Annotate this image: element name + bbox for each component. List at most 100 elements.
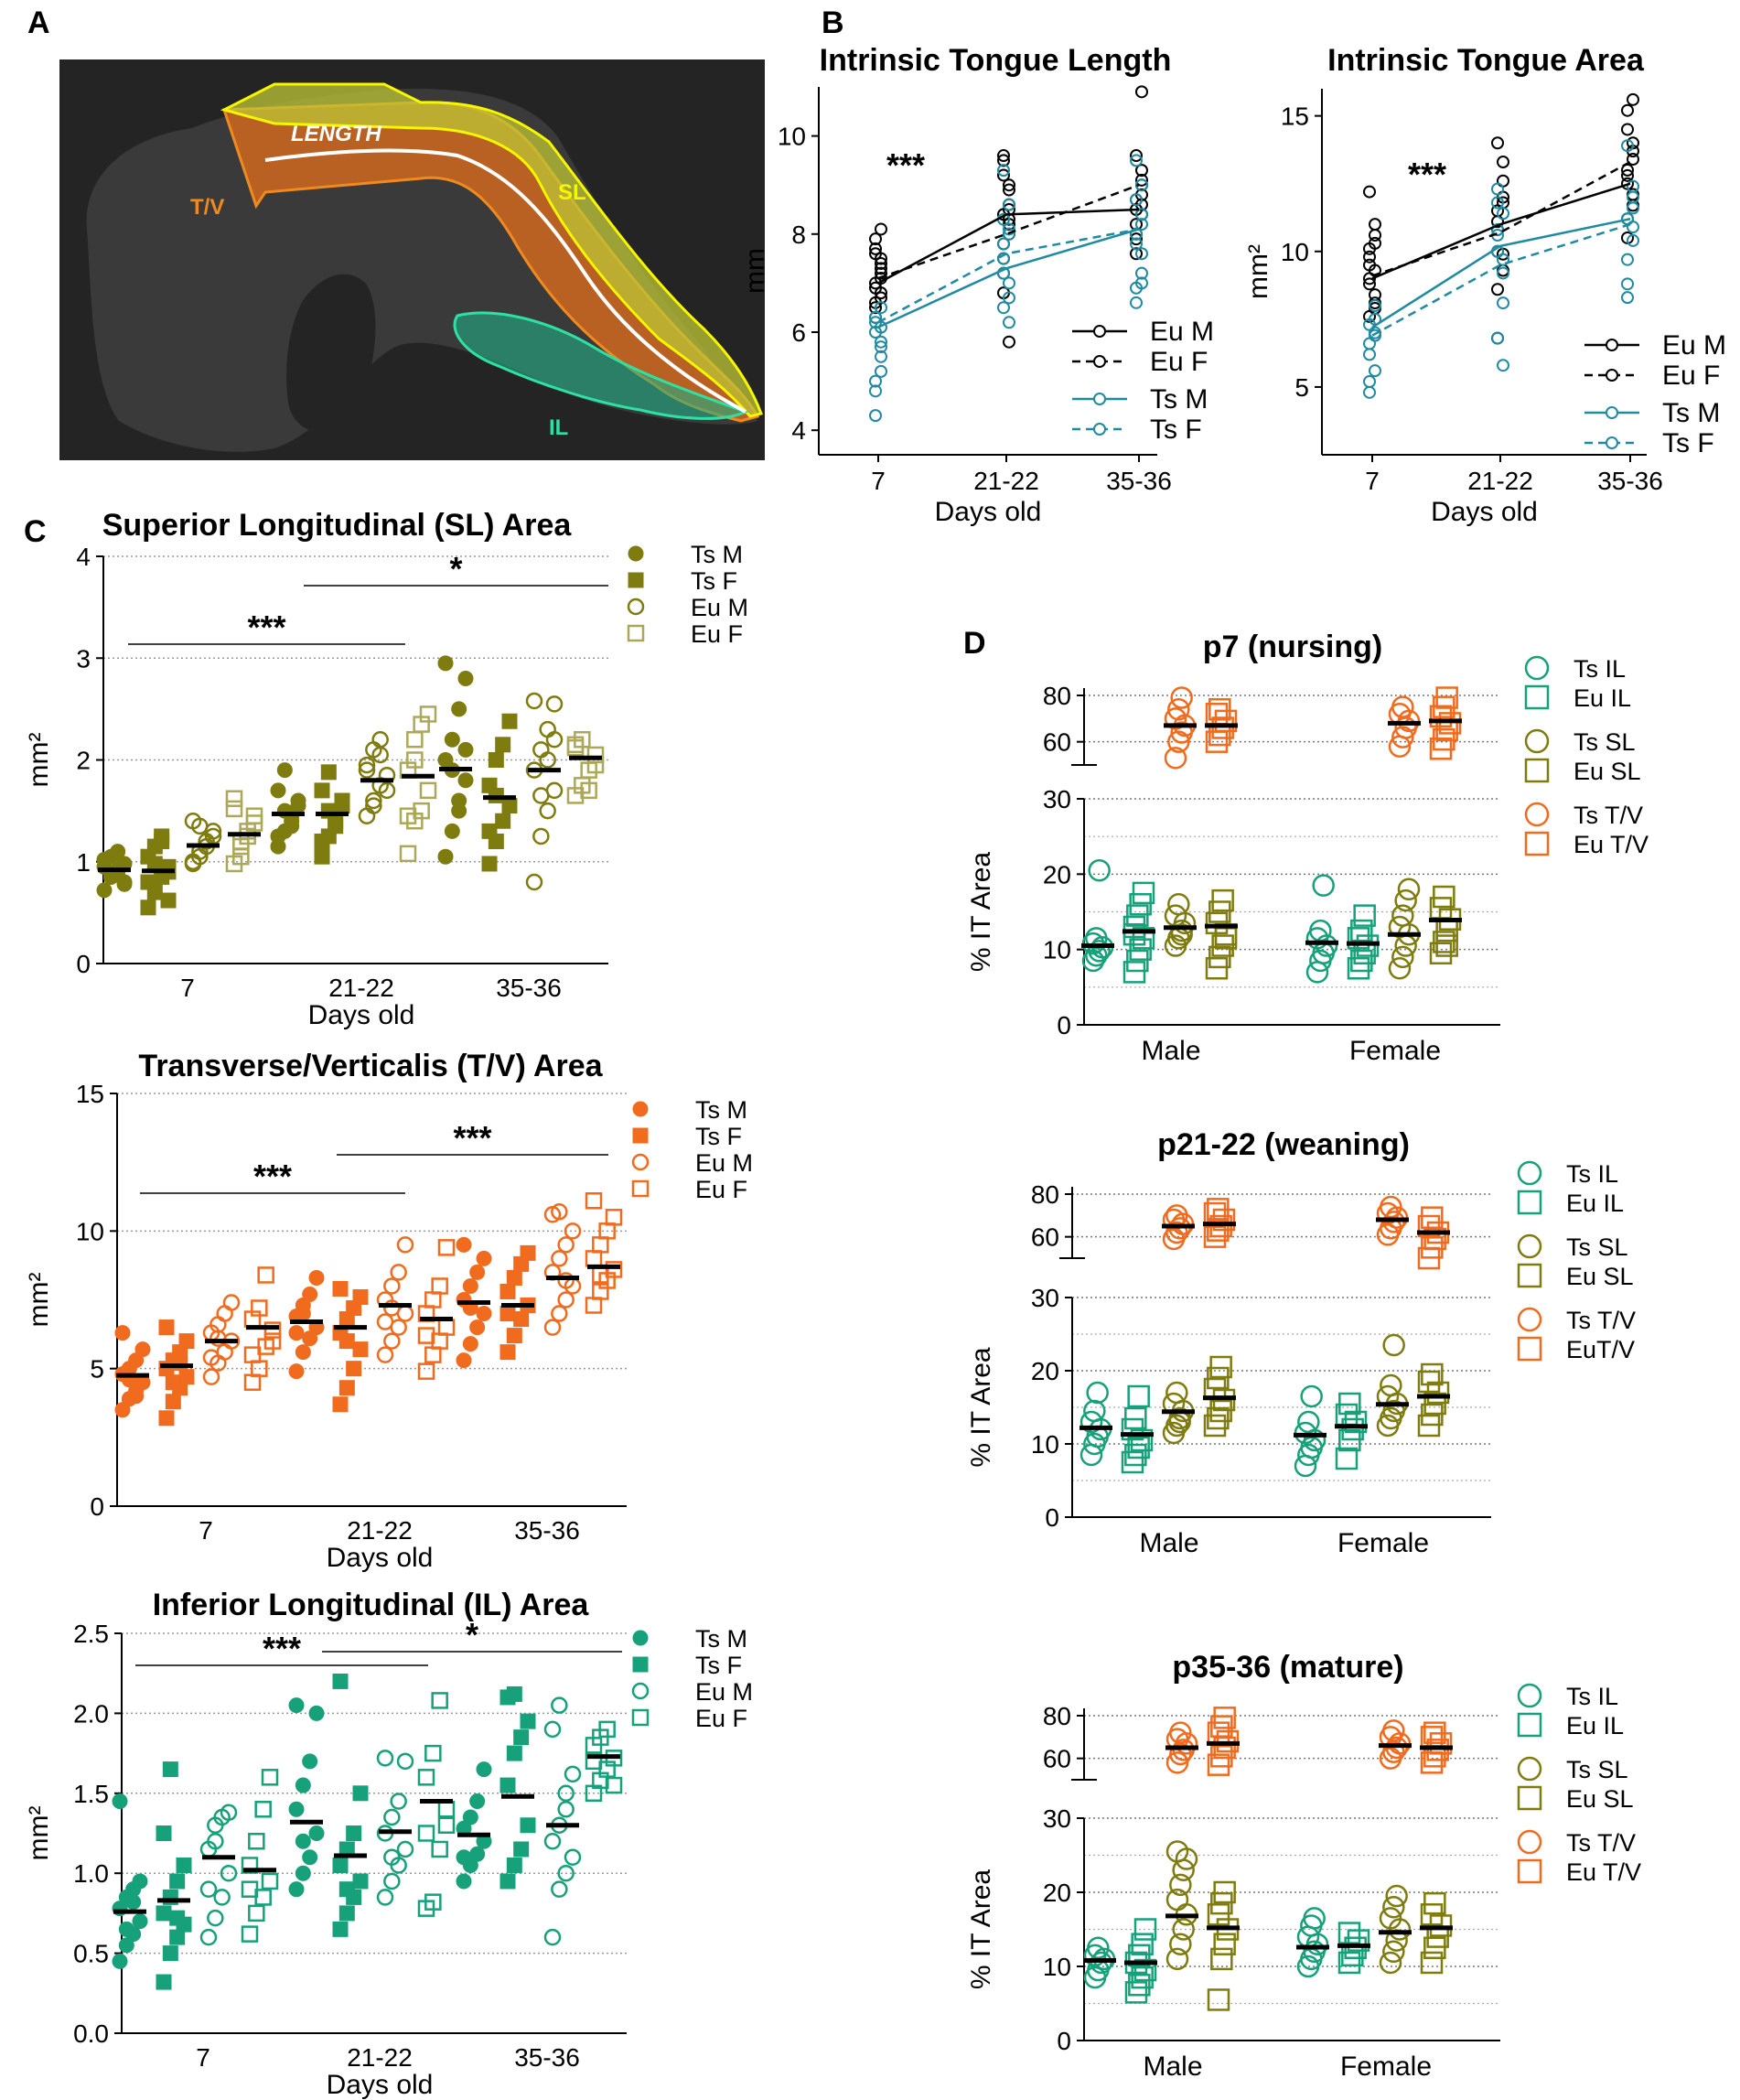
x-tick-label: Female: [1340, 2052, 1432, 2082]
x-axis-label: Days old: [1431, 497, 1538, 527]
y-tick-label: 0: [1057, 2027, 1071, 2055]
data-point: [358, 756, 376, 774]
data-point: [1172, 1918, 1195, 1941]
y-tick-label: 4: [76, 543, 91, 571]
significance-marker: ***: [1408, 156, 1446, 193]
data-point: [288, 1325, 305, 1341]
data-point: [328, 818, 344, 835]
legend-marker: [632, 1630, 649, 1646]
legend-marker: [1524, 684, 1550, 710]
y-axis-label: % IT Area: [966, 852, 996, 972]
data-point: [241, 1857, 259, 1874]
data-point-eu: [1363, 250, 1376, 264]
data-point: [1391, 945, 1414, 969]
data-point: [346, 1825, 362, 1841]
data-point: [462, 1336, 478, 1352]
legend-label: Ts F: [691, 567, 737, 595]
data-point: [1421, 1206, 1444, 1229]
data-point: [424, 1291, 442, 1308]
data-point-ts: [1363, 337, 1376, 350]
legend-marker: [627, 624, 645, 642]
data-point: [156, 1825, 172, 1841]
legend-marker: [1093, 325, 1106, 338]
data-point: [243, 1373, 262, 1391]
chart-C3: Inferior Longitudinal (IL) Area 0.0 0.5 1.0…: [24, 1588, 753, 2100]
x-tick-label: 7: [196, 2043, 210, 2072]
data-point: [1124, 1981, 1148, 2004]
data-point-ts: [997, 237, 1010, 251]
data-point: [1167, 893, 1190, 916]
data-point-ts: [1003, 222, 1015, 236]
data-point-eu: [1491, 136, 1504, 150]
data-point: [469, 1264, 486, 1280]
y-tick-label: 0: [1045, 1503, 1059, 1532]
data-point: [417, 1825, 435, 1842]
data-point: [202, 1368, 220, 1385]
data-point: [263, 1321, 282, 1339]
data-point: [488, 752, 504, 768]
data-point: [1122, 961, 1146, 984]
data-point: [437, 1319, 456, 1336]
legend-marker: [1524, 802, 1550, 827]
data-point-eu: [997, 154, 1010, 167]
data-point-ts: [1621, 277, 1634, 291]
data-point: [199, 1928, 218, 1946]
data-point: [365, 792, 382, 810]
chart-title: Superior Longitudinal (SL) Area: [102, 508, 573, 543]
data-point: [557, 1864, 575, 1882]
series-line-eu-m: [877, 208, 1140, 285]
data-point: [525, 692, 543, 710]
data-point-ts: [1491, 196, 1504, 210]
data-point: [378, 781, 396, 800]
data-point: [1421, 1362, 1444, 1386]
legend-label: Eu F: [695, 1705, 747, 1732]
data-point-eu: [1003, 335, 1015, 349]
legend-marker: [628, 545, 644, 562]
data-point: [1122, 922, 1146, 946]
data-point: [586, 746, 605, 764]
legend-label: Ts SL: [1566, 1233, 1628, 1261]
data-point: [158, 1319, 175, 1336]
data-point-ts: [1497, 266, 1509, 280]
data-point: [346, 1361, 362, 1377]
data-point: [557, 1291, 575, 1308]
data-point: [551, 1250, 568, 1267]
data-point: [1207, 1988, 1230, 2011]
data-point: [209, 1330, 227, 1347]
legend-label: Ts F: [695, 1652, 742, 1679]
data-point: [1335, 1447, 1359, 1470]
data-point: [1207, 1406, 1230, 1430]
data-point: [1391, 904, 1414, 927]
sl-muscle-region: [220, 82, 763, 418]
data-point: [1086, 1381, 1109, 1405]
chart-title: Intrinsic Tongue Length: [820, 43, 1172, 78]
data-point: [476, 1306, 492, 1322]
data-point: [1126, 904, 1149, 927]
y-tick-label: 10: [1031, 1430, 1059, 1459]
legend-label: Ts IL: [1566, 1683, 1618, 1710]
data-point: [302, 1753, 318, 1770]
data-point: [419, 781, 437, 800]
chart-title: p7 (nursing): [1203, 630, 1382, 664]
data-point-ts: [1363, 348, 1376, 361]
data-point: [1350, 949, 1373, 973]
data-point: [513, 1841, 530, 1858]
data-point: [352, 1785, 369, 1802]
data-point: [295, 1833, 311, 1849]
data-point: [564, 1765, 582, 1783]
data-point-ts: [1135, 266, 1148, 280]
data-point: [1131, 1965, 1154, 1989]
data-point-ts: [1369, 326, 1381, 339]
data-point-ts: [1497, 207, 1509, 221]
y-tick-label: 2.5: [73, 1620, 109, 1648]
data-point: [481, 823, 498, 839]
y-tick-label: 3: [76, 644, 91, 673]
data-point: [1208, 945, 1231, 969]
data-point-eu: [1130, 149, 1143, 163]
legend-marker: [1606, 369, 1618, 382]
data-point: [1164, 747, 1187, 770]
data-point-eu: [875, 256, 887, 270]
legend-label: Ts M: [695, 1096, 747, 1124]
data-point-ts: [1497, 253, 1509, 266]
data-point-ts: [1627, 190, 1639, 204]
